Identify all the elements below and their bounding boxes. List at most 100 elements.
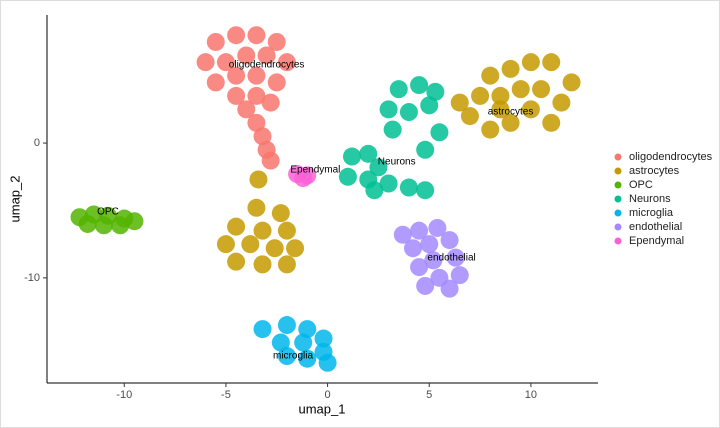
point	[318, 353, 337, 372]
point	[216, 53, 235, 72]
x-tick-label: 10	[525, 389, 537, 401]
point	[247, 86, 266, 105]
point	[379, 100, 398, 119]
x-tick-label: 5	[426, 389, 432, 401]
point	[410, 221, 429, 240]
point	[277, 221, 296, 240]
point	[403, 239, 422, 258]
point	[521, 100, 540, 119]
x-axis-title: umap_1	[299, 401, 346, 416]
point	[481, 66, 500, 85]
legend-label: OPC	[629, 179, 653, 191]
point	[471, 86, 490, 105]
point	[428, 218, 447, 237]
point	[227, 217, 246, 236]
point	[271, 333, 290, 352]
point	[481, 120, 500, 139]
point	[227, 86, 246, 105]
point	[338, 167, 357, 186]
point	[253, 255, 272, 274]
point	[410, 76, 429, 95]
point	[416, 276, 435, 295]
points	[70, 26, 581, 372]
point	[241, 235, 260, 254]
point	[501, 59, 520, 78]
point	[552, 93, 571, 112]
cluster-label: Neurons	[378, 157, 416, 168]
point	[562, 73, 581, 92]
point	[393, 225, 412, 244]
point	[359, 144, 378, 163]
y-tick-label: -10	[24, 272, 40, 284]
point	[424, 251, 443, 270]
point	[249, 170, 268, 189]
legend-label: endothelial	[629, 221, 682, 233]
point	[271, 204, 290, 223]
point	[237, 46, 256, 65]
point	[450, 266, 469, 285]
cluster-label: Ependymal	[290, 165, 340, 176]
point	[227, 66, 246, 85]
point	[410, 258, 429, 277]
point	[253, 221, 272, 240]
point	[460, 107, 479, 126]
x-tick-label: -5	[221, 389, 231, 401]
point	[491, 100, 510, 119]
point	[216, 235, 235, 254]
point	[430, 123, 449, 142]
point	[440, 279, 459, 298]
point	[257, 46, 276, 65]
point	[532, 80, 551, 99]
point	[265, 239, 284, 258]
legend-key	[614, 167, 622, 175]
point	[420, 96, 439, 115]
point	[267, 32, 286, 51]
legend-key	[614, 153, 622, 161]
point	[111, 216, 130, 235]
point	[94, 216, 113, 235]
point	[247, 198, 266, 217]
legend-label: oligodendrocytes	[629, 151, 713, 163]
y-tick-label: 0	[34, 137, 40, 149]
point	[298, 349, 317, 368]
legend-label: Ependymal	[629, 235, 684, 247]
y-axis-title: umap_2	[7, 176, 22, 223]
point	[277, 53, 296, 72]
point	[247, 66, 266, 85]
point	[294, 333, 313, 352]
point	[491, 86, 510, 105]
legend-label: astrocytes	[629, 165, 680, 177]
cluster-label: astrocytes	[488, 107, 534, 118]
legend-key	[614, 237, 622, 245]
point	[125, 212, 144, 231]
point	[227, 252, 246, 271]
point	[365, 181, 384, 200]
point	[247, 26, 266, 45]
point	[450, 93, 469, 112]
point	[342, 147, 361, 166]
point	[416, 181, 435, 200]
cluster-label: oligodendrocytes	[229, 60, 305, 71]
point	[389, 80, 408, 99]
point	[446, 248, 465, 267]
point	[542, 53, 561, 72]
point	[247, 113, 266, 132]
point	[420, 235, 439, 254]
point	[206, 32, 225, 51]
cluster-label: OPC	[97, 206, 119, 217]
x-tick-label: -10	[116, 389, 132, 401]
point	[277, 347, 296, 366]
cluster-label: microglia	[273, 351, 313, 362]
point	[261, 151, 280, 170]
point	[277, 316, 296, 335]
point	[261, 93, 280, 112]
point	[369, 158, 388, 177]
point	[237, 100, 256, 119]
legend-key	[614, 209, 622, 217]
point	[206, 73, 225, 92]
point	[286, 239, 305, 258]
legend-key	[614, 195, 622, 203]
point	[267, 73, 286, 92]
legend-label: microglia	[629, 207, 674, 219]
